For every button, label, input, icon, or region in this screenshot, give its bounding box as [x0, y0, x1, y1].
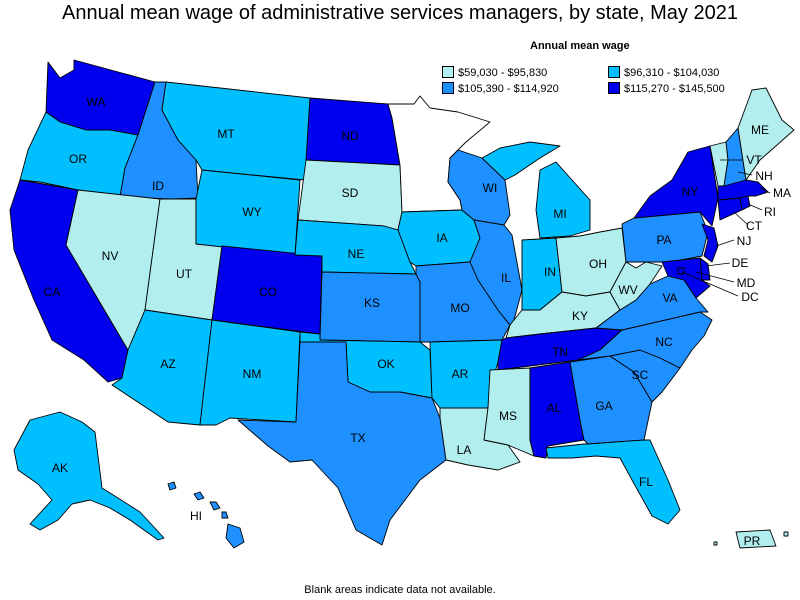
- label-DC: DC: [741, 290, 759, 304]
- label-MI: MI: [553, 207, 566, 221]
- label-CA: CA: [44, 285, 61, 299]
- label-ME: ME: [751, 123, 769, 137]
- leader-NJ: [715, 239, 735, 247]
- map-title: Annual mean wage of administrative servi…: [62, 2, 738, 24]
- label-IL: IL: [501, 271, 511, 285]
- label-WA: WA: [87, 95, 106, 109]
- legend-item-4: $115,270 - $145,500: [608, 82, 725, 95]
- legend-item-3: $105,390 - $114,920: [442, 82, 559, 95]
- label-TX: TX: [350, 431, 365, 445]
- label-AL: AL: [547, 401, 562, 415]
- label-LA: LA: [457, 443, 472, 457]
- state-MI[interactable]: [481, 141, 591, 239]
- legend-swatch-2: [608, 66, 620, 78]
- label-MO: MO: [450, 301, 469, 315]
- label-AZ: AZ: [160, 357, 175, 371]
- footnote: Blank areas indicate data not available.: [304, 584, 496, 596]
- state-ME[interactable]: [737, 87, 795, 181]
- label-PA: PA: [656, 233, 671, 247]
- label-HI: HI: [190, 509, 202, 523]
- leader-MA: [759, 187, 771, 194]
- label-DE: DE: [732, 256, 749, 270]
- label-PR: PR: [744, 534, 761, 548]
- label-IN: IN: [544, 265, 556, 279]
- label-OK: OK: [377, 357, 394, 371]
- label-WV: WV: [618, 283, 637, 297]
- state-DC[interactable]: [677, 267, 685, 275]
- state-WV[interactable]: [609, 261, 663, 311]
- label-SC: SC: [632, 368, 649, 382]
- label-FL: FL: [639, 475, 653, 489]
- leader-DE: [705, 262, 731, 267]
- label-OH: OH: [589, 257, 607, 271]
- legend-item-1: $59,030 - $95,830: [442, 66, 547, 79]
- label-NH: NH: [755, 169, 772, 183]
- label-WI: WI: [483, 181, 498, 195]
- label-NY: NY: [682, 185, 699, 199]
- label-MD: MD: [737, 276, 756, 290]
- label-NJ: NJ: [737, 234, 752, 248]
- leader-MD: [695, 271, 735, 283]
- label-VA: VA: [662, 291, 677, 305]
- leader-NH: [737, 171, 753, 176]
- state-PR[interactable]: [735, 529, 777, 549]
- legend-label-1: $59,030 - $95,830: [458, 67, 548, 79]
- legend-label-3: $105,390 - $114,920: [458, 83, 559, 95]
- state-RI[interactable]: [739, 195, 751, 211]
- leader-DC: [681, 271, 739, 297]
- islet-2: [783, 531, 789, 537]
- state-HI[interactable]: [167, 481, 245, 549]
- label-IA: IA: [436, 231, 447, 245]
- label-KS: KS: [364, 296, 380, 310]
- label-NC: NC: [655, 335, 673, 349]
- label-VT: VT: [746, 153, 762, 167]
- label-NV: NV: [102, 249, 119, 263]
- state-TX[interactable]: [237, 341, 447, 546]
- legend-label-2: $96,310 - $104,030: [624, 67, 720, 79]
- label-MS: MS: [499, 409, 517, 423]
- state-CT[interactable]: [717, 197, 743, 221]
- label-KY: KY: [572, 309, 588, 323]
- state-NH[interactable]: [723, 127, 747, 187]
- label-MA: MA: [773, 186, 791, 200]
- label-RI: RI: [764, 205, 776, 219]
- state-FL[interactable]: [545, 439, 681, 525]
- legend-label-4: $115,270 - $145,500: [624, 83, 725, 95]
- label-AR: AR: [452, 367, 469, 381]
- label-OR: OR: [69, 152, 87, 166]
- islet-1: [713, 541, 718, 546]
- label-NM: NM: [243, 367, 262, 381]
- legend-swatch-3: [442, 82, 454, 94]
- label-SD: SD: [342, 186, 359, 200]
- legend-swatch-4: [608, 82, 620, 94]
- label-GA: GA: [595, 399, 612, 413]
- label-ID: ID: [152, 179, 164, 193]
- state-MD[interactable]: [661, 257, 711, 299]
- label-TN: TN: [552, 345, 568, 359]
- leader-CT: [733, 211, 749, 226]
- label-WY: WY: [242, 205, 261, 219]
- label-CT: CT: [746, 219, 763, 233]
- legend-swatch-1: [442, 66, 454, 78]
- state-NY[interactable]: [633, 145, 719, 227]
- label-MT: MT: [217, 127, 235, 141]
- label-AK: AK: [52, 461, 68, 475]
- legend-item-2: $96,310 - $104,030: [608, 66, 719, 79]
- leader-RI: [747, 203, 763, 211]
- label-UT: UT: [176, 267, 193, 281]
- state-MA[interactable]: [717, 179, 769, 201]
- state-AK[interactable]: [13, 411, 165, 541]
- label-ND: ND: [341, 129, 359, 143]
- state-NJ[interactable]: [701, 223, 719, 263]
- legend-title: Annual mean wage: [530, 40, 630, 52]
- label-CO: CO: [259, 285, 277, 299]
- label-NE: NE: [348, 247, 365, 261]
